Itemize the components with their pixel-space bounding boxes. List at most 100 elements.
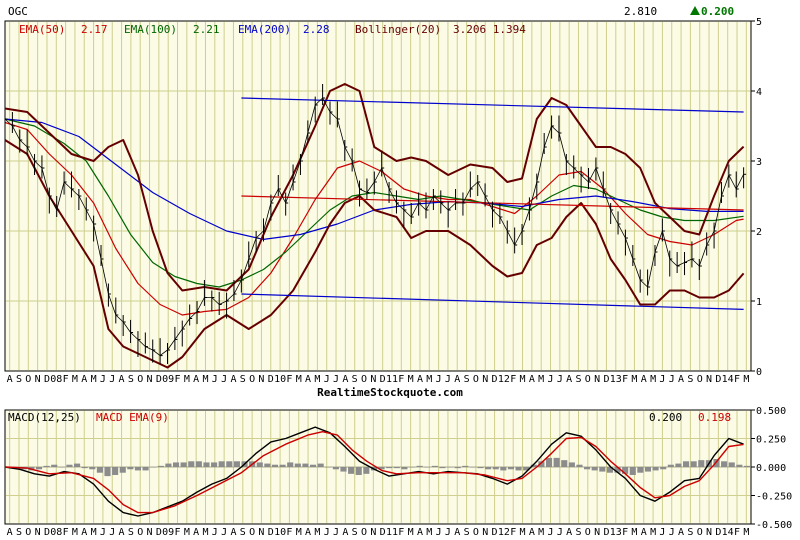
macd-x-tick-label: J <box>436 527 442 538</box>
macd-x-tick-label: S <box>352 527 358 538</box>
macd-x-tick-label: M <box>650 527 656 538</box>
last-price: 2.810 <box>624 5 657 18</box>
price-x-tick-label: F <box>398 374 404 385</box>
price-x-tick-label: J <box>333 374 339 385</box>
price-x-tick-label: M <box>538 374 544 385</box>
price-x-tick-label: M <box>408 374 414 385</box>
macd-histogram-bar <box>287 462 294 467</box>
price-x-tick-label: A <box>678 374 684 385</box>
price-y-tick-label: 4 <box>756 87 762 98</box>
macd-x-tick-label: J <box>445 527 451 538</box>
macd-x-tick-label: M <box>202 527 208 538</box>
macd-x-tick-label: D <box>492 527 498 538</box>
macd-histogram-bar <box>728 462 735 467</box>
macd-x-tick-label: 12 <box>498 527 510 538</box>
price-x-tick-label: A <box>81 374 87 385</box>
macd-x-tick-label: 10 <box>274 527 286 538</box>
macd-x-tick-label: A <box>566 527 572 538</box>
macd-histogram-bar <box>264 463 271 467</box>
watermark: RealtimeStockquote.com <box>317 386 463 399</box>
macd-x-tick-label: J <box>669 527 675 538</box>
macd-x-tick-label: O <box>697 527 703 538</box>
price-x-tick-label: A <box>230 374 236 385</box>
macd-histogram-bar <box>218 461 225 467</box>
macd-histogram-bar <box>43 465 50 467</box>
macd-histogram-bar <box>309 464 317 467</box>
price-x-tick-label: O <box>361 374 367 385</box>
macd-x-tick-label: F <box>510 527 516 538</box>
price-y-tick-label: 2 <box>756 227 762 238</box>
price-series <box>4 83 747 369</box>
price-x-tick-label: D <box>156 374 162 385</box>
macd-histogram-bar <box>591 467 598 471</box>
macd-histogram-bar <box>180 462 187 467</box>
macd-histogram-bar <box>637 467 644 473</box>
price-x-tick-label: 12 <box>498 374 510 385</box>
macd-x-tick-label: M <box>296 527 302 538</box>
macd-histogram-bar <box>507 467 515 470</box>
price-x-tick-label: J <box>100 374 106 385</box>
price-x-tick-label: M <box>743 374 749 385</box>
macd-histogram-bar <box>127 467 134 470</box>
macd-histogram-bar <box>188 461 195 467</box>
macd-x-tick-label: D <box>715 527 721 538</box>
price-x-tick-label: A <box>193 374 199 385</box>
price-x-tick-label: J <box>547 374 553 385</box>
price-x-tick-label: M <box>184 374 190 385</box>
macd-x-tick-label: O <box>25 527 31 538</box>
macd-x-tick-label: J <box>100 527 106 538</box>
macd-histogram-bar <box>66 464 73 467</box>
price-x-tick-label: D <box>603 374 609 385</box>
price-x-tick-label: O <box>25 374 31 385</box>
macd-histogram-bar <box>81 467 88 469</box>
macd-histogram-bar <box>485 467 492 470</box>
macd-histogram-bar <box>568 462 575 467</box>
price-x-tick-label: J <box>324 374 330 385</box>
macd-x-tick-label: 09 <box>162 527 174 538</box>
price-y-tick-label: 5 <box>756 17 762 28</box>
price-x-tick-label: F <box>63 374 69 385</box>
up-arrow-icon <box>690 6 700 15</box>
legend-ema200-label: EMA(200) <box>238 23 291 36</box>
macd-histogram-bar <box>233 461 240 467</box>
macd-x-tick-label: J <box>109 527 115 538</box>
macd-histogram-bar <box>698 460 705 467</box>
price-x-tick-label: 11 <box>386 374 398 385</box>
price-x-tick-label: J <box>109 374 115 385</box>
macd-histogram-bar <box>355 467 362 475</box>
macd-x-tick-label: J <box>324 527 330 538</box>
macd-x-tick-label: D <box>603 527 609 538</box>
legend-macd-ema-label: MACD EMA(9) <box>96 411 169 424</box>
price-x-axis: A S O N D 08 F M A M J J A S O N D 09 F M A M J J A S O N D 10 F M A M J J A… <box>7 374 750 385</box>
macd-histogram-bar <box>393 467 400 469</box>
series-trend-lower <box>241 293 744 310</box>
symbol-label: OGC <box>8 5 28 18</box>
price-x-tick-label: J <box>669 374 675 385</box>
macd-histogram-bar <box>348 467 355 474</box>
macd-histogram-bar <box>157 465 164 467</box>
price-x-tick-label: O <box>473 374 479 385</box>
price-x-tick-label: J <box>659 374 665 385</box>
price-y-tick-label: 1 <box>756 297 762 308</box>
macd-x-tick-label: N <box>594 527 600 538</box>
price-x-tick-label: A <box>7 374 13 385</box>
macd-x-tick-label: A <box>305 527 311 538</box>
macd-x-tick-label: M <box>314 527 320 538</box>
price-x-tick-label: N <box>706 374 712 385</box>
price-x-tick-label: N <box>370 374 376 385</box>
legend-ema200-value: 2.28 <box>303 23 330 36</box>
macd-x-tick-label: J <box>557 527 563 538</box>
macd-histogram-bar <box>119 467 126 473</box>
macd-histogram-bar <box>271 464 279 467</box>
price-x-tick-label: A <box>641 374 647 385</box>
series-macd-ema-9 <box>4 431 744 514</box>
price-x-tick-label: S <box>687 374 693 385</box>
macd-x-tick-label: M <box>91 527 97 538</box>
price-x-tick-label: O <box>249 374 255 385</box>
price-x-tick-label: M <box>426 374 432 385</box>
macd-x-tick-label: F <box>734 527 740 538</box>
price-x-tick-label: J <box>445 374 451 385</box>
macd-x-tick-label: O <box>473 527 479 538</box>
macd-x-tick-label: D <box>156 527 162 538</box>
price-x-tick-label: M <box>91 374 97 385</box>
